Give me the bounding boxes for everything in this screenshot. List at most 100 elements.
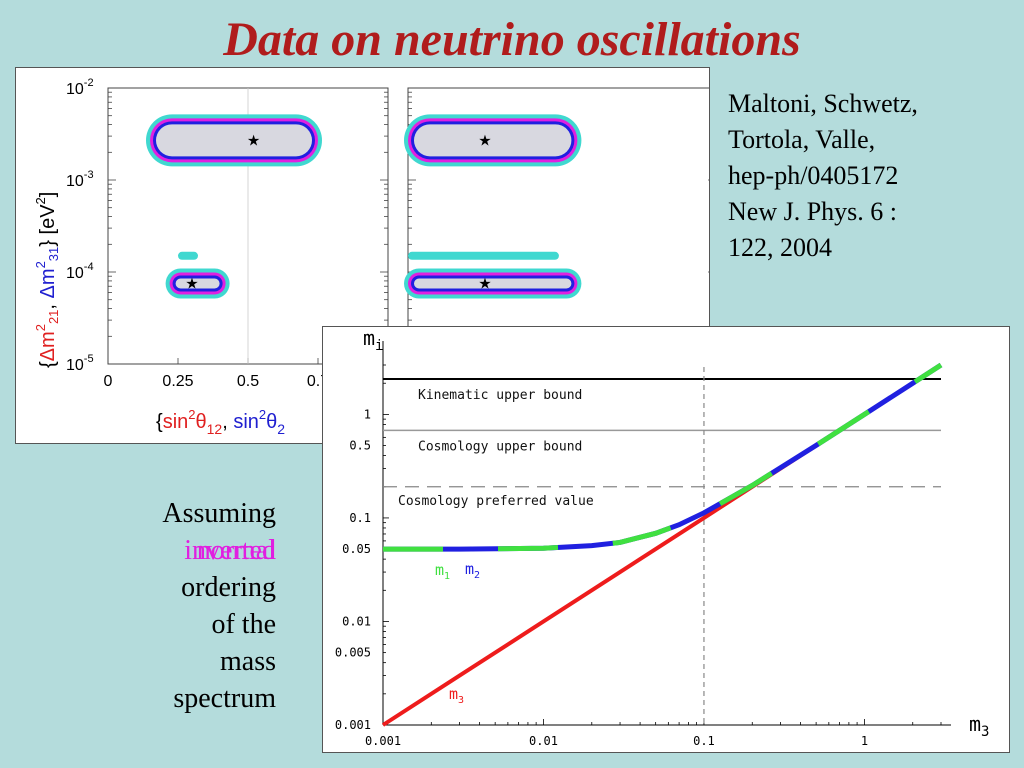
axis-label-part: sin (163, 411, 189, 433)
y-tick-label: 0.01 (342, 614, 371, 628)
y-tick-label: 0.005 (335, 646, 371, 660)
oscillation-contour-chart: ★ ★ ★ ★ 10-2 10-3 10-4 10-5 0 0.25 0.5 0.7 {Δm221, Δ… (15, 67, 710, 444)
curve-label-name: m (449, 685, 458, 703)
axis-label-part: 3 (981, 724, 989, 740)
axis-label-part: θ (266, 411, 277, 433)
contour-plot-svg: ★★★★10-210-310-410-50 0.25 0.5 0.7{Δm221, Δ… (33, 77, 709, 437)
tick-base: 10 (66, 81, 84, 98)
best-fit-star-icon: ★ (185, 274, 198, 292)
contour-fill (414, 278, 572, 289)
x-tick-label: 0.01 (529, 734, 558, 748)
axis-label-part: ] (37, 192, 59, 198)
curve-label: m1 (435, 561, 450, 582)
axis-label-part: 31 (46, 247, 61, 261)
x-tick-label: 0.5 (237, 373, 259, 390)
contour-fill (156, 124, 312, 157)
y-tick-label: 10-4 (66, 261, 94, 282)
reference-text: Maltoni, Schwetz, Tortola, Valle, hep-ph… (728, 86, 918, 265)
mass-spectrum-chart: 0.001 0.01 0.1 1 1 0.5 0.1 0.05 0.01 0.005 0.001 mi… (322, 326, 1010, 753)
x-axis-label: m3 (969, 712, 989, 740)
curve-label-sub: 1 (444, 571, 450, 582)
tick-exponent: -5 (84, 353, 94, 365)
axis-label-part: , (37, 298, 59, 309)
best-fit-star-icon: ★ (478, 131, 491, 149)
axis-label-part: Δm (37, 268, 59, 298)
x-tick-label: 1 (861, 734, 868, 748)
note-overlap-line: inverted normal inverted (162, 533, 276, 570)
y-tick-label: 1 (364, 407, 371, 421)
axis-label-part: 12 (207, 421, 223, 437)
contour-fill (414, 124, 572, 157)
x-tick-label: 0 (104, 373, 113, 390)
axis-label-part: { (37, 361, 59, 368)
x-axis-label: {sin2θ12, sin2θ2 (156, 407, 285, 437)
slide-title: Data on neutrino oscillations (223, 13, 801, 66)
curve-label-sub: 3 (458, 695, 464, 706)
note-line: mass (220, 645, 276, 677)
curve-label-name: m (435, 561, 444, 579)
axis-label-part: m (969, 712, 981, 736)
reference-line-label: Kinematic upper bound (418, 388, 582, 403)
best-fit-star-icon: ★ (478, 274, 491, 292)
curve-label: m2 (465, 560, 480, 581)
axis-label-part: 21 (46, 310, 61, 324)
tick-base: 10 (66, 265, 84, 282)
y-tick-label: 0.05 (342, 542, 371, 556)
reference-line: New J. Phys. 6 : (728, 196, 898, 226)
overlapping-words: inverted normal inverted (184, 533, 276, 570)
note-line: Assuming (162, 498, 276, 529)
axis-label-part: { (156, 411, 163, 433)
reference-line: Maltoni, Schwetz, (728, 89, 918, 118)
y-axis-label: {Δm221, Δm231} [eV2] (33, 192, 61, 368)
y-tick-label: 0.001 (335, 718, 371, 732)
axis-label-part: } [eV (37, 204, 59, 247)
axis-label-part: θ (196, 411, 207, 433)
axis-label-part: 2 (259, 407, 266, 422)
overlap-word-inverted: inverted (184, 534, 276, 566)
tick-base: 10 (66, 357, 84, 374)
contour-panel: ★★ (404, 87, 709, 365)
curve-label-sub: 2 (474, 570, 480, 581)
note-line: spectrum (173, 682, 276, 714)
x-tick-label: 0.1 (693, 734, 715, 748)
axis-label-part: 2 (33, 324, 48, 331)
y-tick-label: 0.5 (349, 439, 371, 453)
axis-label-part: , (222, 411, 233, 433)
mass-plot-svg: 0.001 0.01 0.1 110.50.10.050.010.0050.001mi… (335, 327, 990, 748)
curve-label-name: m (465, 560, 474, 578)
y-tick-label: 10-2 (66, 77, 94, 98)
y-axis-label: mi (363, 327, 383, 354)
y-tick-label: 10-3 (66, 169, 94, 190)
tick-base: 10 (66, 173, 84, 190)
contour-island (178, 251, 198, 260)
curve-label: m3 (449, 685, 464, 706)
axis-label-part: 2 (277, 421, 285, 437)
contour-fill (175, 278, 220, 289)
tick-exponent: -3 (84, 169, 94, 181)
axis-label-part: i (375, 338, 383, 354)
axis-label-part: 2 (33, 197, 48, 204)
reference-line-label: Cosmology upper bound (418, 439, 582, 454)
axis-label-part: Δm (37, 331, 59, 361)
x-tick-label: 0.25 (162, 373, 193, 390)
y-tick-label: 0.1 (349, 511, 371, 525)
reference-line: 122, 2004 (728, 232, 832, 262)
reference-line: hep-ph/0405172 (728, 160, 899, 190)
contour-panel: ★★ (107, 87, 389, 365)
tick-exponent: -4 (84, 261, 94, 273)
ordering-note: Assuming inverted normal inverted orderi… (162, 496, 276, 718)
best-fit-star-icon: ★ (247, 131, 260, 149)
series-m1-line (383, 362, 943, 552)
note-line: ordering (181, 571, 276, 603)
tick-exponent: -2 (84, 77, 94, 89)
y-tick-label: 10-5 (66, 353, 94, 374)
axis-label-part: 2 (33, 261, 48, 268)
reference-line-label: Cosmology preferred value (398, 494, 594, 509)
x-tick-label: 0.001 (365, 734, 401, 748)
reference-line: Tortola, Valle, (728, 124, 876, 154)
overlap-word-normal: normal (196, 534, 276, 566)
axis-label-part: sin (233, 411, 259, 433)
note-line: of the (211, 608, 276, 640)
axis-label-part: m (363, 327, 375, 350)
contour-island (408, 251, 559, 260)
